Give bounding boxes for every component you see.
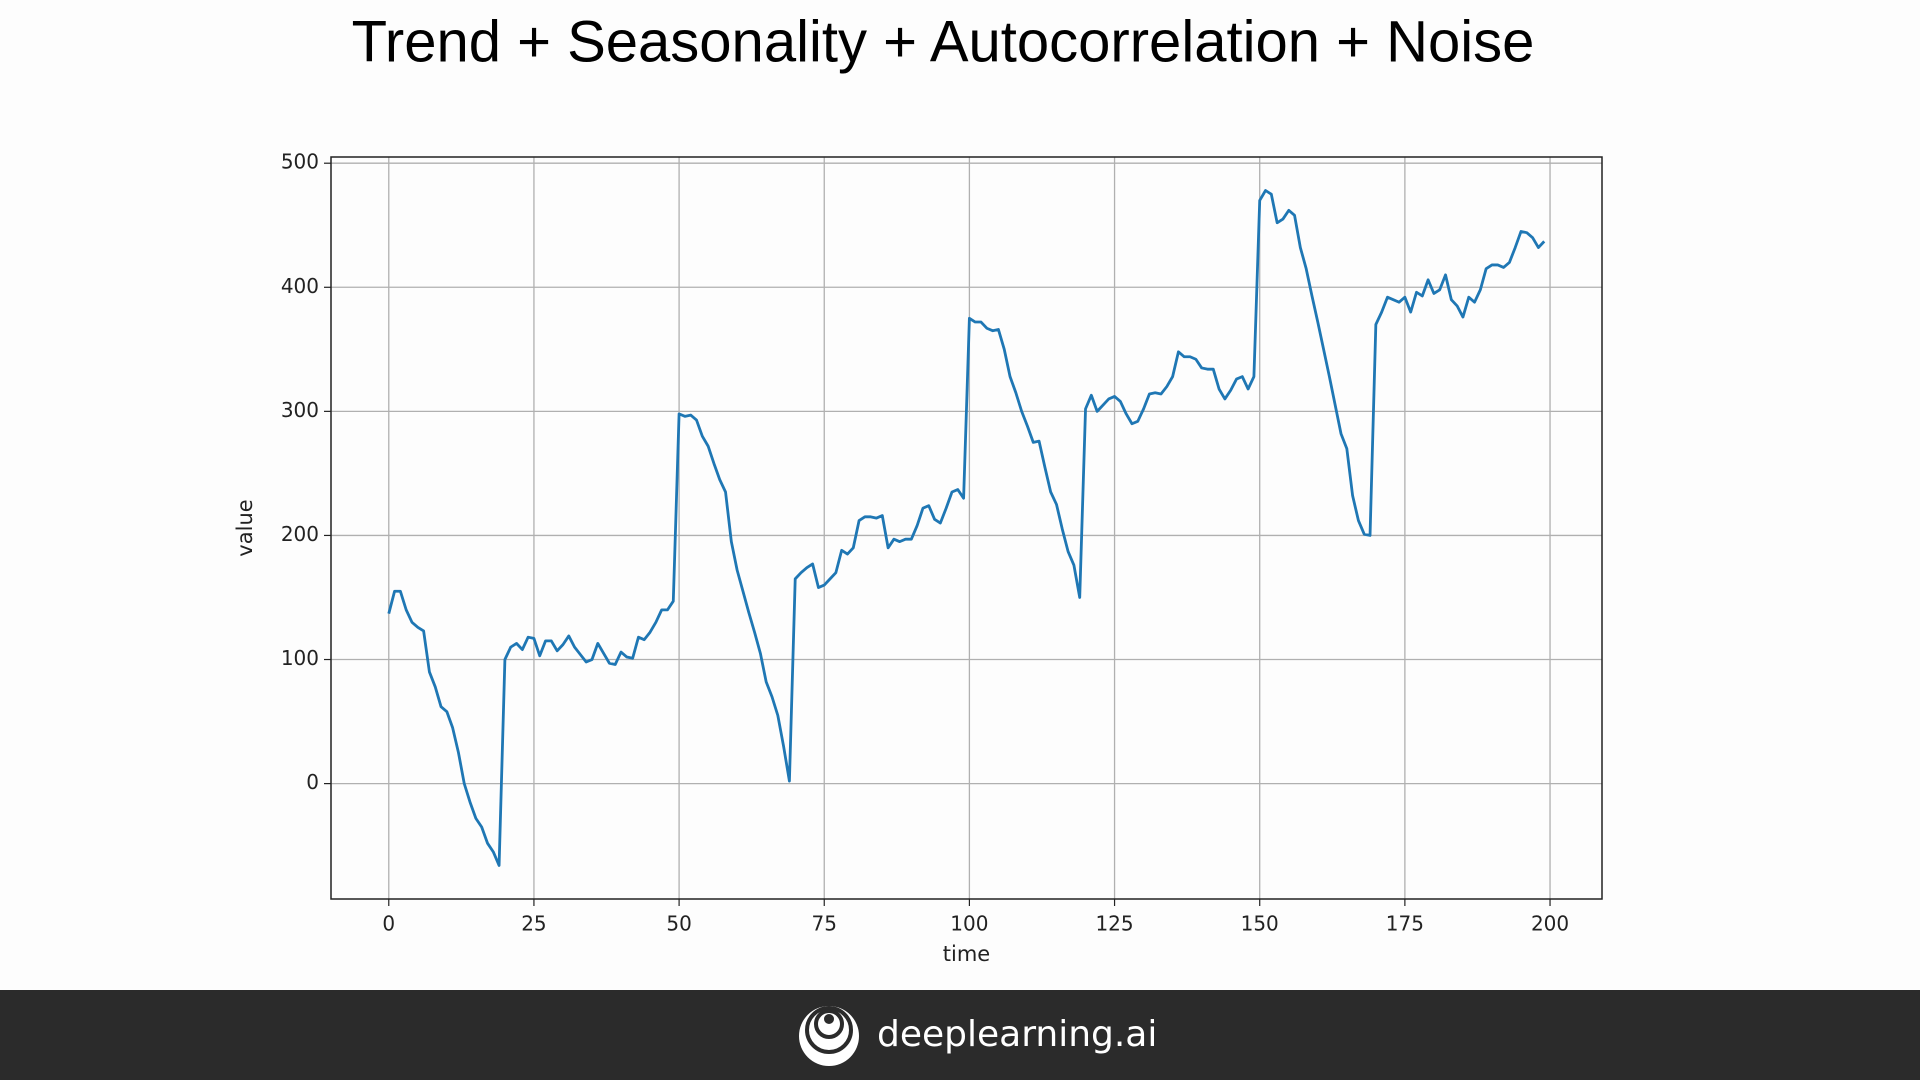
data-line — [387, 189, 1546, 867]
x-tick-label: 50 — [666, 912, 691, 936]
logo-ring — [805, 1006, 853, 1054]
x-tick-label: 0 — [382, 912, 395, 936]
x-tick-label: 25 — [521, 912, 546, 936]
y-tick-label: 100 — [281, 646, 319, 670]
plot-area: 0 25 50 75 100 125 150 175 200 0 100 200 300 400 500 ti… — [233, 150, 1603, 966]
y-tick-label: 500 — [281, 150, 319, 174]
logo-ring — [814, 1009, 844, 1039]
logo-dot — [824, 1014, 834, 1024]
chart-title: Trend + Seasonality + Autocorrelation + … — [352, 9, 1535, 74]
y-tick-label: 300 — [281, 398, 319, 422]
plot-frame — [330, 156, 1603, 900]
x-tick-label: 100 — [950, 912, 988, 936]
y-tick-label: 400 — [281, 274, 319, 298]
x-tick-label: 175 — [1386, 912, 1424, 936]
y-tick-label: 0 — [306, 770, 319, 794]
x-tick-label: 125 — [1095, 912, 1133, 936]
y-axis-label: value — [233, 499, 257, 556]
footer-bar — [0, 990, 1920, 1080]
x-axis-label: time — [943, 942, 990, 966]
x-tick-label: 75 — [812, 912, 837, 936]
x-tick-label: 200 — [1531, 912, 1569, 936]
brand-text: deeplearning.ai — [877, 1014, 1157, 1055]
x-tick-label: 150 — [1241, 912, 1279, 936]
logo — [799, 1006, 859, 1066]
y-tick-label: 200 — [281, 522, 319, 546]
